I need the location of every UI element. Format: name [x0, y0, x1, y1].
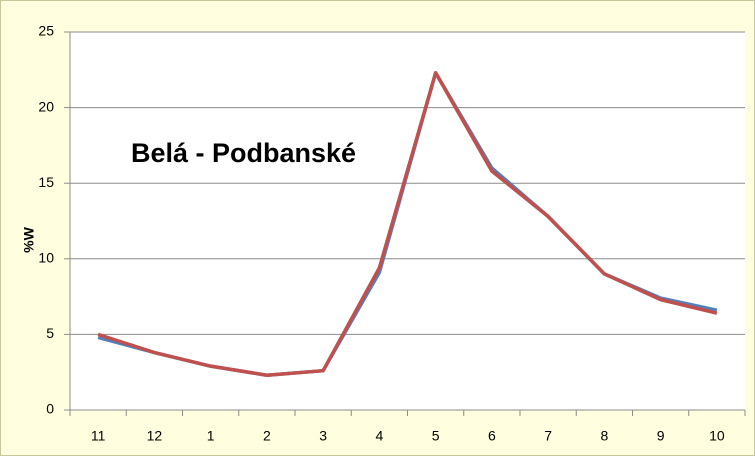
x-tick-label: 3: [319, 428, 327, 444]
y-axis-label: %W: [21, 226, 37, 252]
x-tick-label: 11: [91, 428, 106, 444]
y-tick-label: 0: [46, 401, 54, 417]
y-tick-label: 15: [38, 174, 54, 190]
y-tick-label: 20: [38, 98, 54, 114]
x-tick-label: 10: [709, 428, 725, 444]
x-tick-label: 1: [207, 428, 215, 444]
y-tick-label: 5: [46, 325, 54, 341]
x-tick-label: 5: [432, 428, 440, 444]
x-tick-label: 9: [657, 428, 665, 444]
y-tick-label: 25: [38, 23, 54, 39]
x-tick-label: 4: [375, 428, 383, 444]
x-tick-label: 12: [147, 428, 163, 444]
x-tick-label: 2: [263, 428, 271, 444]
chart-title: Belá - Podbanské: [131, 138, 356, 168]
x-tick-label: 6: [488, 428, 496, 444]
x-tick-label: 7: [544, 428, 552, 444]
y-tick-label: 10: [38, 250, 54, 266]
x-tick-label: 8: [600, 428, 608, 444]
plot-area: [70, 32, 745, 410]
data-line: [97, 71, 718, 377]
